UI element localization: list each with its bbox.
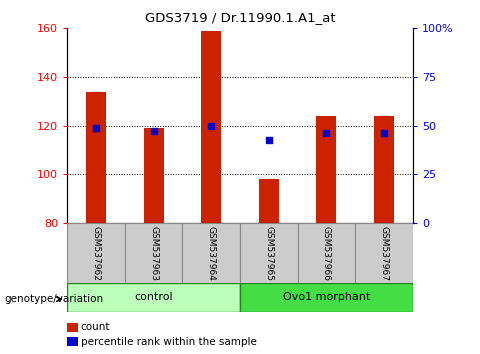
Point [265, 137, 273, 143]
Text: percentile rank within the sample: percentile rank within the sample [81, 337, 256, 347]
Point [380, 130, 388, 136]
Bar [259, 179, 279, 223]
Text: GSM537963: GSM537963 [149, 225, 158, 281]
Text: GSM537962: GSM537962 [92, 225, 100, 281]
Bar [240, 283, 413, 312]
Bar [298, 223, 355, 283]
Point [207, 123, 215, 129]
Title: GDS3719 / Dr.11990.1.A1_at: GDS3719 / Dr.11990.1.A1_at [144, 11, 336, 24]
Bar [355, 223, 413, 283]
Text: control: control [134, 292, 173, 302]
Bar [144, 128, 164, 223]
Bar [125, 223, 182, 283]
Text: Ovo1 morphant: Ovo1 morphant [283, 292, 370, 302]
Point [323, 130, 330, 136]
Text: genotype/variation: genotype/variation [5, 294, 104, 304]
Point [92, 125, 100, 131]
Bar [316, 116, 336, 223]
Bar [182, 223, 240, 283]
Bar [86, 92, 106, 223]
Text: GSM537965: GSM537965 [264, 225, 273, 281]
Text: GSM537964: GSM537964 [207, 225, 216, 281]
Bar [67, 323, 78, 332]
Bar [67, 283, 240, 312]
Text: GSM537967: GSM537967 [380, 225, 388, 281]
Bar [374, 116, 394, 223]
Bar [240, 223, 298, 283]
Point [150, 128, 157, 133]
Text: GSM537966: GSM537966 [322, 225, 331, 281]
Bar [201, 31, 221, 223]
Text: count: count [81, 322, 110, 332]
Bar [67, 337, 78, 346]
Bar [67, 223, 125, 283]
